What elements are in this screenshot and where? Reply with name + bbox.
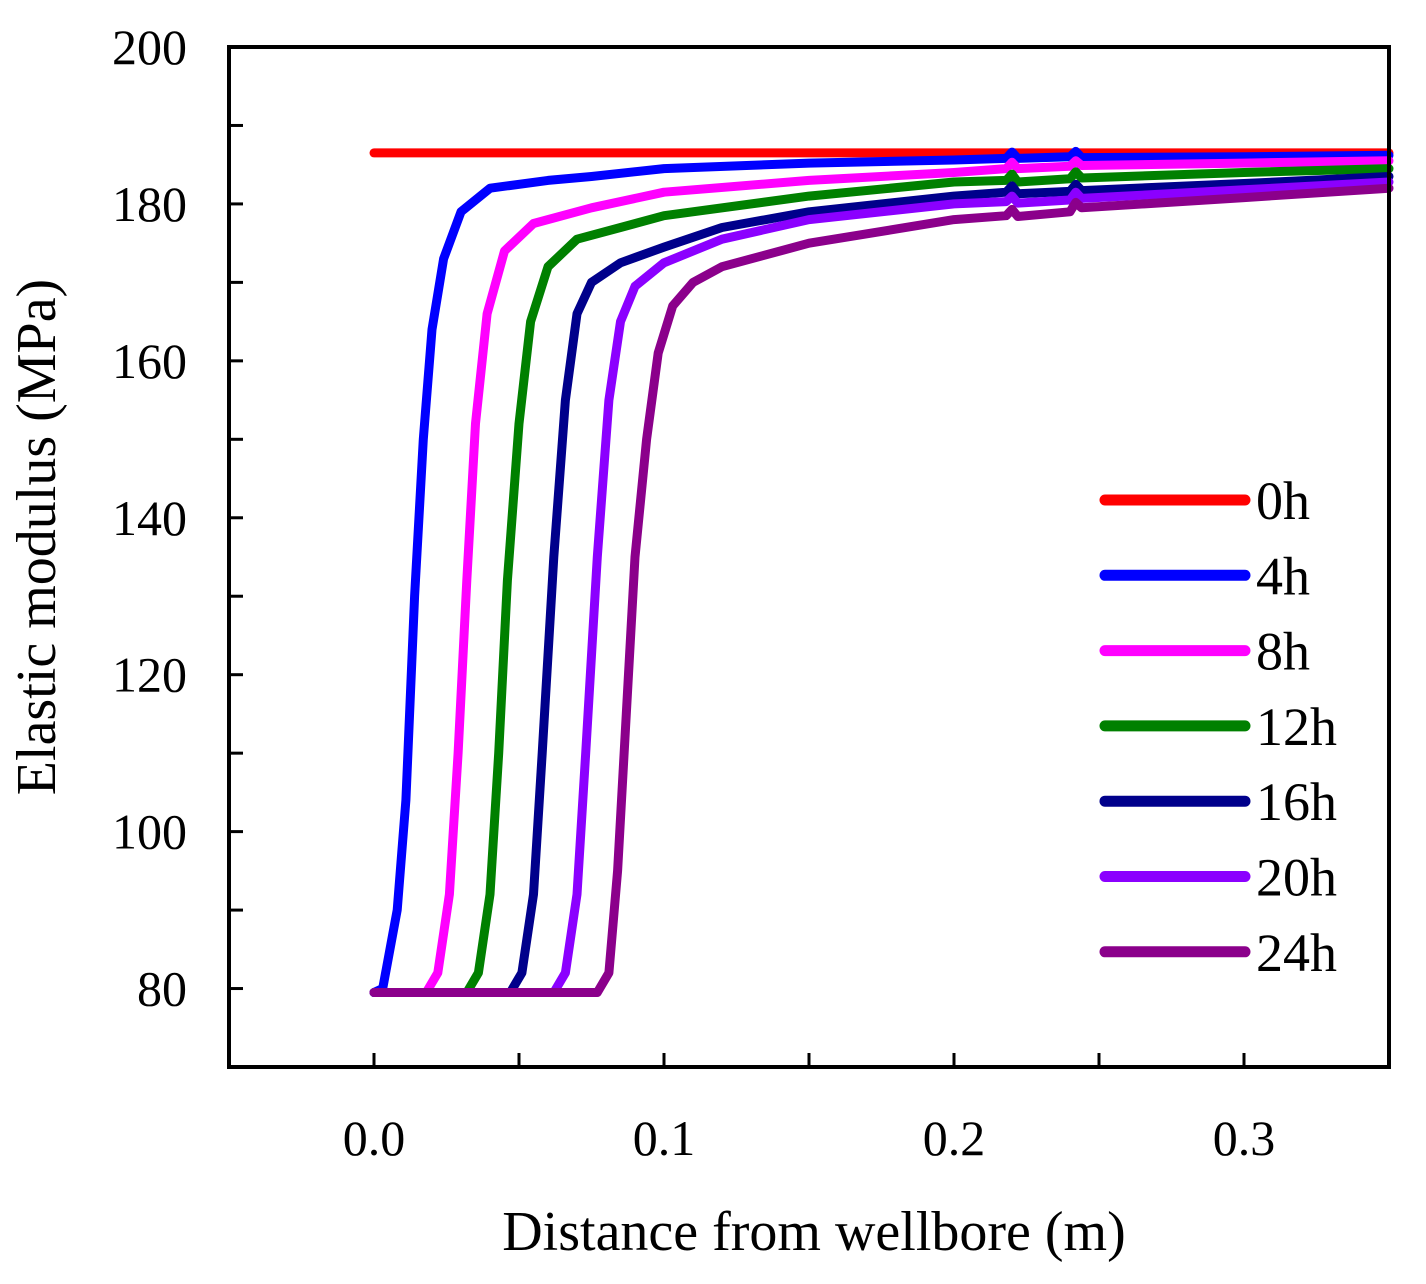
series-line-4h xyxy=(369,146,1394,997)
series-line-24h xyxy=(369,183,1394,997)
y-tick-label: 160 xyxy=(112,333,187,389)
y-axis-label: Elastic modulus (MPa) xyxy=(6,279,68,795)
y-tick-label: 200 xyxy=(112,19,187,75)
x-axis-label: Distance from wellbore (m) xyxy=(502,1201,1126,1263)
x-tick-label: 0.2 xyxy=(923,1110,986,1166)
legend-label: 24h xyxy=(1256,923,1337,983)
x-tick-label: 0.3 xyxy=(1213,1110,1276,1166)
legend: 0h 4h 8h 12h 16h 20h 24h xyxy=(1099,471,1337,983)
series-line-16h xyxy=(369,172,1394,997)
y-tick-label: 140 xyxy=(112,490,187,546)
series-line-8h xyxy=(369,156,1394,997)
series-line-20h xyxy=(369,177,1394,997)
x-tick-label: 0.0 xyxy=(343,1110,406,1166)
y-tick-label: 120 xyxy=(112,647,187,703)
legend-label: 0h xyxy=(1256,471,1310,531)
legend-label: 4h xyxy=(1256,546,1310,606)
series-line-12h xyxy=(369,164,1394,997)
plot-lines xyxy=(369,146,1394,997)
y-tick-label: 100 xyxy=(112,804,187,860)
y-tick-label: 80 xyxy=(137,961,187,1017)
y-tick-label: 180 xyxy=(112,176,187,232)
legend-label: 16h xyxy=(1256,772,1337,832)
legend-label: 20h xyxy=(1256,848,1337,908)
x-tick-label: 0.1 xyxy=(633,1110,696,1166)
legend-label: 12h xyxy=(1256,697,1337,757)
axes: 0.0 0.1 0.2 0.3 80 100 120 140 160 180 200 xyxy=(112,19,1275,1166)
legend-label: 8h xyxy=(1256,622,1310,682)
